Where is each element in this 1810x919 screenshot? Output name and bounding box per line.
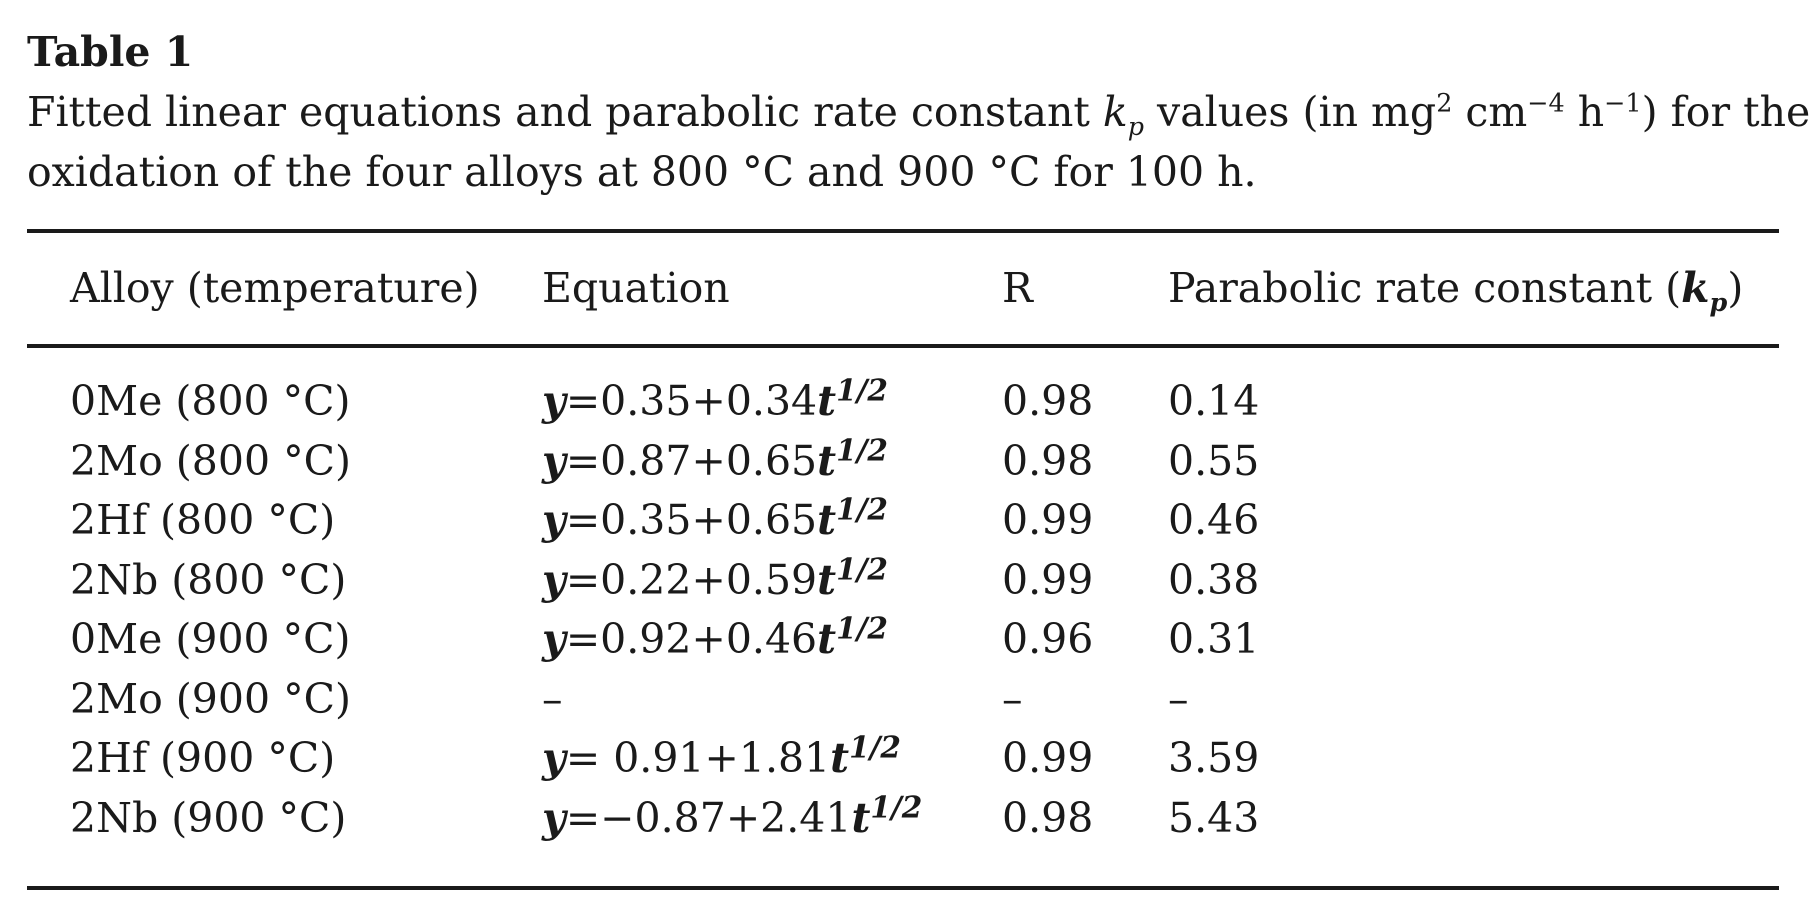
cell-r: 0.98: [1002, 377, 1094, 425]
cell-r: 0.98: [1002, 793, 1094, 842]
caption-line-2: oxidation of the four alloys at 800 °C a…: [27, 148, 1257, 196]
bottom-rule: [27, 886, 1779, 890]
cell-equation: y=0.35+0.65t1/2: [542, 491, 888, 544]
cell-kp: 5.43: [1168, 793, 1260, 842]
table-row: 2Mo (800 °C) y=0.87+0.65t1/2 0.98 0.55: [27, 432, 1779, 492]
cell-kp: 0.31: [1168, 615, 1260, 663]
table-row: 2Hf (800 °C) y=0.35+0.65t1/2 0.99 0.46: [27, 491, 1779, 551]
table-row: 2Nb (900 °C) y=−0.87+2.41t1/2 0.98 5.43: [27, 789, 1779, 849]
table-row: 2Nb (800 °C) y=0.22+0.59t1/2 0.99 0.38: [27, 551, 1779, 611]
cell-alloy: 2Mo (900 °C): [70, 674, 351, 723]
header-kp: Parabolic rate constant (kp): [1168, 264, 1744, 318]
header-alloy: Alloy (temperature): [70, 264, 480, 312]
caption-line-1: Fitted linear equations and parabolic ra…: [27, 87, 1810, 142]
cell-alloy: 2Nb (900 °C): [70, 793, 347, 842]
cell-equation: y=0.22+0.59t1/2: [542, 550, 888, 604]
cell-kp: –: [1168, 674, 1189, 723]
cell-kp: 0.14: [1168, 377, 1260, 425]
header-r: R: [1002, 264, 1033, 312]
table-row: 2Hf (900 °C) y= 0.91+1.81t1/2 0.99 3.59: [27, 729, 1779, 789]
cell-kp: 3.59: [1168, 734, 1260, 782]
table-label: Table 1: [27, 28, 194, 76]
cell-equation: y=0.87+0.65t1/2: [542, 431, 888, 485]
cell-alloy: 2Nb (800 °C): [70, 555, 347, 604]
cell-r: 0.98: [1002, 436, 1094, 485]
top-rule: [27, 229, 1779, 233]
cell-r: 0.99: [1002, 555, 1094, 604]
cell-alloy: 0Me (900 °C): [70, 615, 351, 663]
cell-equation: y=0.35+0.34t1/2: [542, 372, 888, 425]
table-caption: Fitted linear equations and parabolic ra…: [27, 82, 1810, 202]
cell-r: 0.99: [1002, 734, 1094, 782]
cell-kp: 0.38: [1168, 555, 1260, 604]
cell-r: –: [1002, 674, 1023, 723]
table-body: 0Me (800 °C) y=0.35+0.34t1/2 0.98 0.14 2Mo (…: [27, 372, 1779, 848]
cell-kp: 0.55: [1168, 436, 1260, 485]
table-row: 0Me (900 °C) y=0.92+0.46t1/2 0.96 0.31: [27, 610, 1779, 670]
cell-alloy: 2Hf (900 °C): [70, 734, 336, 782]
table-row: 2Mo (900 °C) – – –: [27, 670, 1779, 730]
cell-equation: y=0.92+0.46t1/2: [542, 610, 888, 663]
table-row: 0Me (800 °C) y=0.35+0.34t1/2 0.98 0.14: [27, 372, 1779, 432]
cell-kp: 0.46: [1168, 496, 1260, 544]
cell-alloy: 2Hf (800 °C): [70, 496, 336, 544]
cell-equation: –: [542, 674, 563, 723]
cell-r: 0.99: [1002, 496, 1094, 544]
caption-kp-symbol: kp: [1102, 88, 1145, 142]
header-equation: Equation: [542, 264, 730, 312]
cell-equation: y= 0.91+1.81t1/2: [542, 729, 901, 782]
cell-alloy: 0Me (800 °C): [70, 377, 351, 425]
cell-equation: y=−0.87+2.41t1/2: [542, 788, 923, 842]
cell-alloy: 2Mo (800 °C): [70, 436, 351, 485]
header-rule: [27, 344, 1779, 348]
cell-r: 0.96: [1002, 615, 1094, 663]
